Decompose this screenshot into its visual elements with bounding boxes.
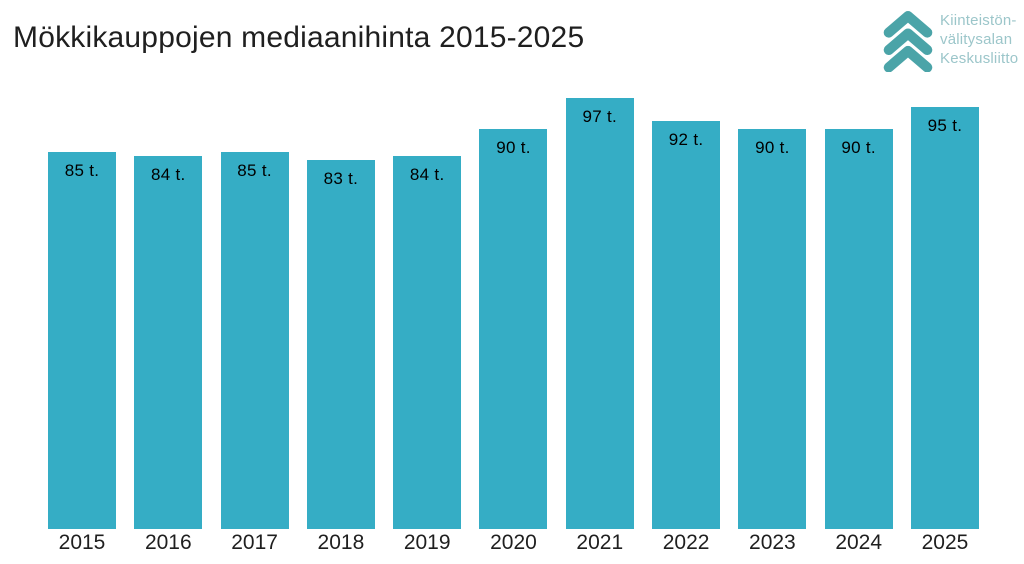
x-axis-label-2019: 2019	[403, 531, 451, 554]
x-axis-labels: 2015 2016 2017 2018 2019 2020 2021 2022 2023 2024…	[48, 531, 979, 555]
bar-value-label: 84 t.	[409, 165, 445, 185]
triple-chevron-up-icon	[883, 11, 933, 72]
bar-2015: 85 t.	[48, 151, 116, 529]
page-title: Mökkikauppojen mediaanihinta 2015-2025	[13, 21, 585, 54]
bar-value-label: 84 t.	[151, 165, 186, 185]
bar-value-label: 85 t.	[64, 160, 100, 180]
x-axis-label-2017: 2017	[231, 531, 278, 554]
x-axis-label-2021: 2021	[576, 531, 624, 554]
bar-2024: 90 t.	[824, 129, 893, 529]
bar-2021: 97 t.	[565, 98, 634, 529]
bar-value-label: 90 t.	[496, 138, 531, 158]
x-axis-label-2025: 2025	[921, 531, 969, 554]
bar-value-label: 83 t.	[323, 169, 359, 189]
bar-value-label: 90 t.	[755, 138, 790, 158]
logo-text-line: Kiinteistön-	[940, 12, 1017, 29]
x-axis-label-2022: 2022	[662, 531, 710, 554]
x-axis-label-2024: 2024	[835, 531, 883, 554]
x-axis-label-2016: 2016	[144, 531, 192, 554]
logo: Kiinteistön- välitysalan Keskusliitto	[881, 6, 1018, 72]
bar-value-label: 92 t.	[668, 129, 704, 149]
x-axis-label-2018: 2018	[317, 531, 365, 554]
bar-2018: 83 t.	[306, 160, 375, 529]
logo-text-line: Keskusliitto	[940, 50, 1019, 67]
bar-value-label: 95 t.	[927, 116, 963, 136]
logo-text: Kiinteistön- välitysalan Keskusliitto	[940, 6, 1018, 68]
bar-2020: 90 t.	[479, 129, 548, 529]
bar-value-label: 97 t.	[582, 107, 618, 127]
bar-2025: 95 t.	[910, 107, 979, 529]
bar-2016: 84 t.	[134, 156, 203, 529]
logo-text-line: välitysalan	[940, 31, 1013, 48]
x-axis-label-2023: 2023	[749, 531, 796, 554]
bar-2017: 85 t.	[220, 151, 289, 529]
bar-2022: 92 t.	[652, 120, 721, 529]
bar-2019: 84 t.	[393, 156, 462, 529]
bar-value-label: 85 t.	[237, 160, 272, 180]
bar-chart-plot-area: 85 t. 84 t. 85 t. 83 t. 84 t. 90 t. 97 t. 92 t.…	[48, 85, 979, 529]
x-axis-label-2015: 2015	[58, 531, 106, 554]
bar-2023: 90 t.	[738, 129, 807, 529]
bar-value-label: 90 t.	[841, 138, 876, 158]
x-axis-label-2020: 2020	[490, 531, 537, 554]
